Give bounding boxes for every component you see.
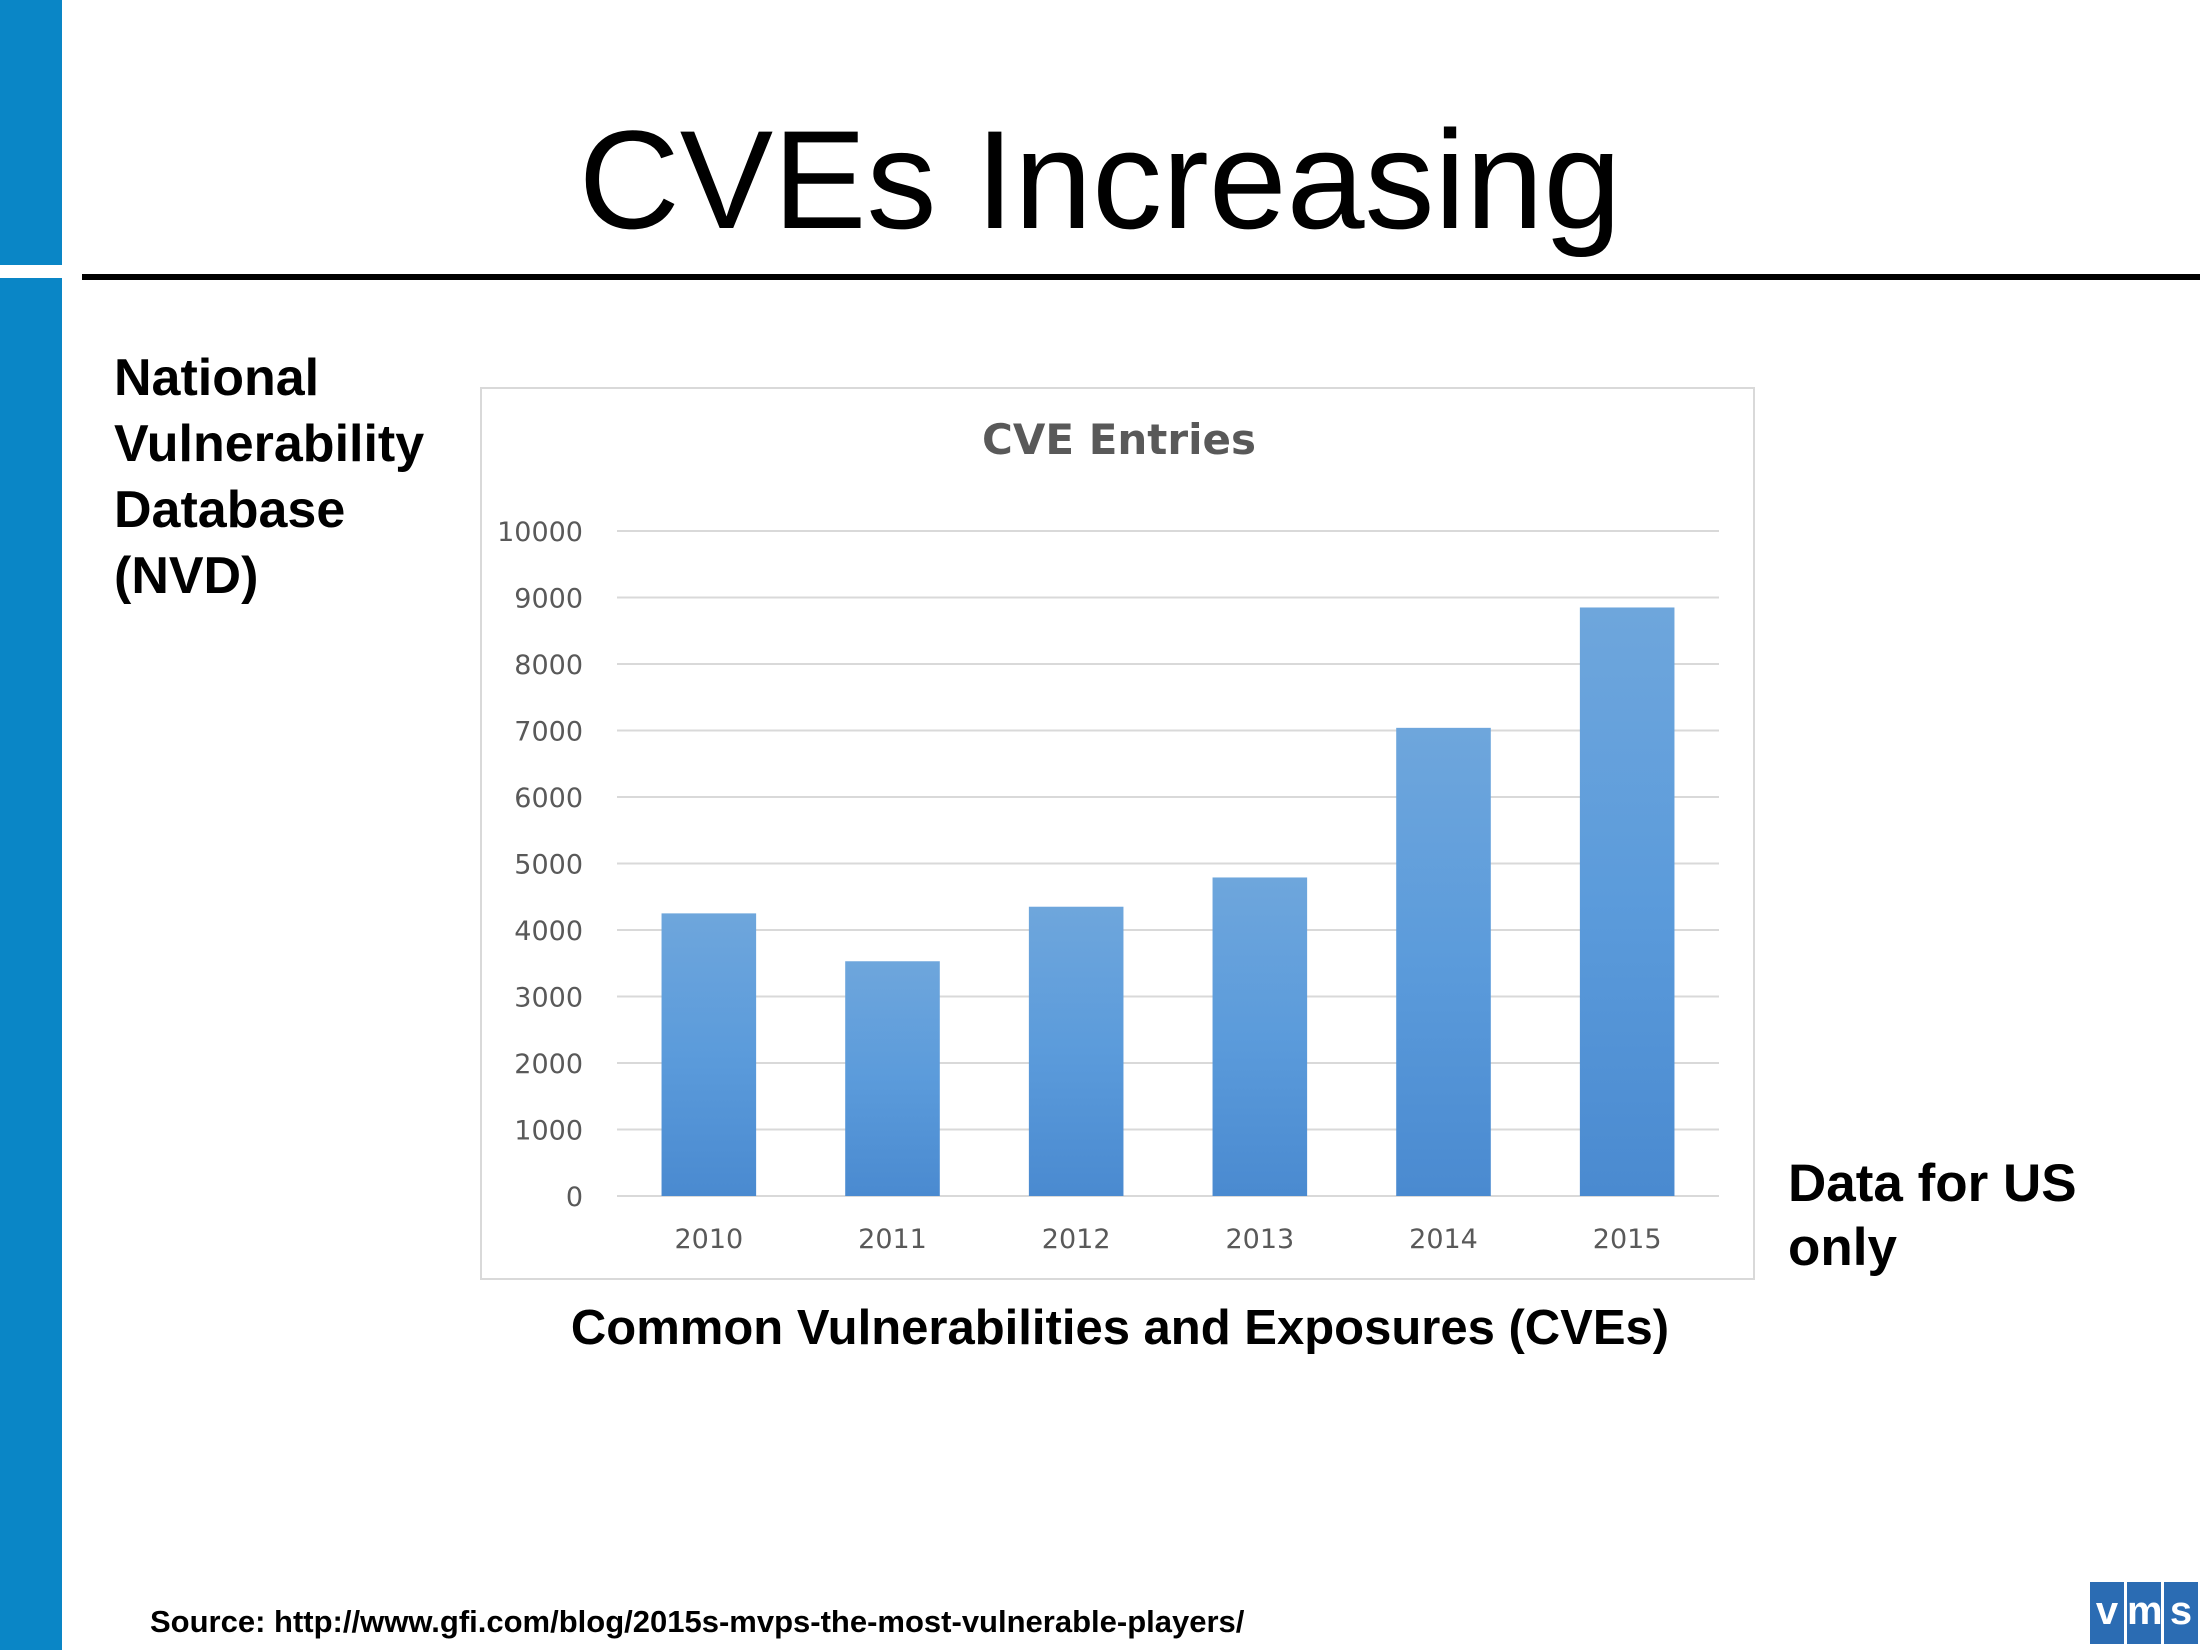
y-tick-label: 8000 <box>514 650 583 681</box>
logo-letter-m: m <box>2127 1582 2163 1644</box>
logo-letter-s: s <box>2164 1582 2198 1644</box>
sidebar-accent-top <box>0 0 62 265</box>
y-tick-label: 7000 <box>514 717 583 748</box>
y-tick-label: 6000 <box>514 783 583 814</box>
y-tick-label: 10000 <box>497 517 583 548</box>
x-tick-label: 2015 <box>1593 1224 1662 1255</box>
y-tick-label: 2000 <box>514 1049 583 1080</box>
y-tick-label: 0 <box>566 1182 583 1213</box>
gridlines <box>617 530 1719 1197</box>
chart-caption: Common Vulnerabilities and Exposures (CV… <box>570 1301 1670 1355</box>
y-tick-label: 3000 <box>514 983 583 1014</box>
source-link[interactable]: Source: http://www.gfi.com/blog/2015s-mv… <box>150 1604 1245 1639</box>
x-tick-label: 2012 <box>1042 1224 1111 1255</box>
sidebar-accent-bottom <box>0 278 62 1650</box>
database-label: National Vulnerability Database (NVD) <box>114 349 425 605</box>
x-tick-label: 2011 <box>858 1224 927 1255</box>
bar-2012 <box>1028 906 1124 1196</box>
bar-2015 <box>1579 607 1675 1196</box>
y-tick-label: 4000 <box>514 916 583 947</box>
bar-2010 <box>661 913 757 1196</box>
title-divider <box>82 274 2200 280</box>
x-axis-ticks: 2010 2011 2012 2013 2014 2015 <box>674 1224 1661 1255</box>
region-note: Data for US only <box>1788 1154 2077 1277</box>
chart-title: CVE Entries <box>982 415 1256 464</box>
cve-bar-chart: CVE Entries 0 1000 2000 3000 4000 5000 6000 700… <box>480 387 1755 1280</box>
chart-canvas: CVE Entries 0 1000 2000 3000 4000 5000 6000 700… <box>497 415 1719 1255</box>
vms-logo: v m s <box>2090 1582 2198 1644</box>
y-tick-label: 5000 <box>514 850 583 881</box>
slide-title: CVEs Increasing <box>578 101 1622 258</box>
y-tick-label: 1000 <box>514 1116 583 1147</box>
bars <box>661 607 1675 1196</box>
x-tick-label: 2013 <box>1225 1224 1294 1255</box>
bar-2014 <box>1396 727 1491 1196</box>
logo-letter-v: v <box>2090 1582 2124 1644</box>
y-tick-label: 9000 <box>514 584 583 615</box>
x-tick-label: 2014 <box>1409 1224 1478 1255</box>
bar-2011 <box>845 961 940 1196</box>
x-tick-label: 2010 <box>674 1224 743 1255</box>
bar-2013 <box>1212 877 1308 1196</box>
y-axis-ticks: 0 1000 2000 3000 4000 5000 6000 7000 8000 9000 100… <box>497 517 583 1213</box>
